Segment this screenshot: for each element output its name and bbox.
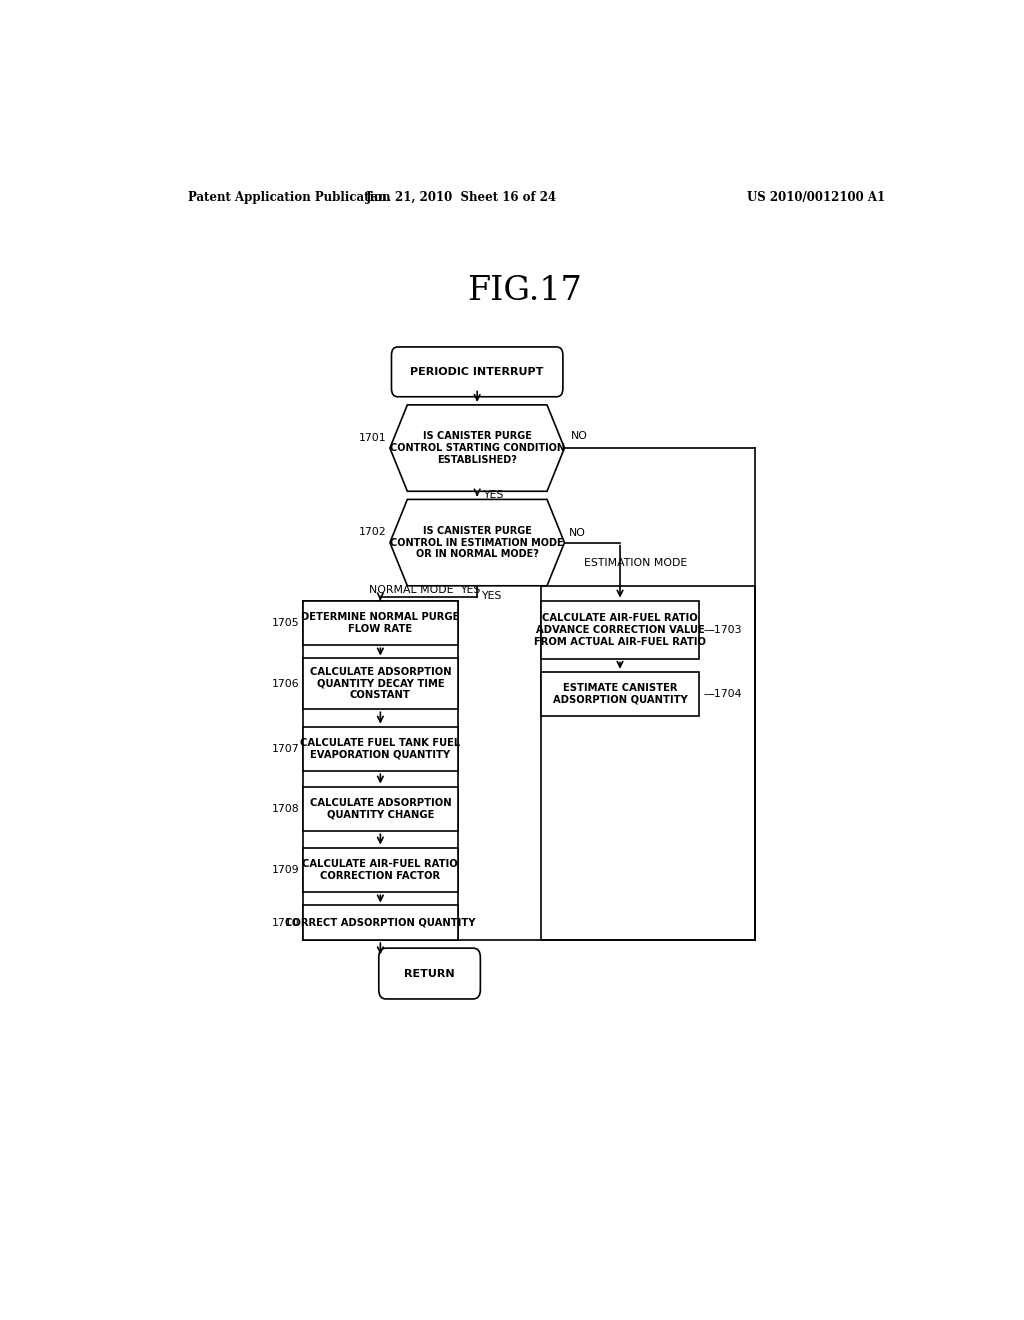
Text: Patent Application Publication: Patent Application Publication <box>187 190 390 203</box>
Text: RETURN: RETURN <box>404 969 455 978</box>
Text: YES: YES <box>460 586 480 595</box>
Text: —1703: —1703 <box>703 624 741 635</box>
Text: 1705: 1705 <box>271 618 299 628</box>
Bar <box>303 659 458 709</box>
Text: 1709: 1709 <box>271 865 299 875</box>
Text: CALCULATE FUEL TANK FUEL
EVAPORATION QUANTITY: CALCULATE FUEL TANK FUEL EVAPORATION QUA… <box>300 738 461 760</box>
Polygon shape <box>390 405 564 491</box>
Text: 1702: 1702 <box>358 528 386 537</box>
Text: CORRECT ADSORPTION QUANTITY: CORRECT ADSORPTION QUANTITY <box>285 917 475 928</box>
Text: —1704: —1704 <box>703 689 741 700</box>
FancyBboxPatch shape <box>379 948 480 999</box>
Text: CALCULATE AIR-FUEL RATIO
CORRECTION FACTOR: CALCULATE AIR-FUEL RATIO CORRECTION FACT… <box>302 859 458 880</box>
Text: 1706: 1706 <box>271 678 299 689</box>
Text: 1707: 1707 <box>271 744 299 754</box>
Text: CALCULATE ADSORPTION
QUANTITY DECAY TIME
CONSTANT: CALCULATE ADSORPTION QUANTITY DECAY TIME… <box>309 668 452 701</box>
Text: ESTIMATION MODE: ESTIMATION MODE <box>585 558 687 568</box>
Text: YES: YES <box>483 490 504 500</box>
Bar <box>303 906 458 940</box>
Text: 1708: 1708 <box>271 804 299 814</box>
Bar <box>541 601 699 660</box>
Text: PERIODIC INTERRUPT: PERIODIC INTERRUPT <box>411 367 544 376</box>
FancyBboxPatch shape <box>391 347 563 397</box>
Text: ESTIMATE CANISTER
ADSORPTION QUANTITY: ESTIMATE CANISTER ADSORPTION QUANTITY <box>553 684 687 705</box>
Text: US 2010/0012100 A1: US 2010/0012100 A1 <box>748 190 885 203</box>
Text: IS CANISTER PURGE
CONTROL IN ESTIMATION MODE
OR IN NORMAL MODE?: IS CANISTER PURGE CONTROL IN ESTIMATION … <box>390 525 564 560</box>
Bar <box>303 787 458 832</box>
Text: 1710: 1710 <box>271 917 299 928</box>
Text: NO: NO <box>568 528 586 537</box>
Text: CALCULATE ADSORPTION
QUANTITY CHANGE: CALCULATE ADSORPTION QUANTITY CHANGE <box>309 799 452 820</box>
Text: Jan. 21, 2010  Sheet 16 of 24: Jan. 21, 2010 Sheet 16 of 24 <box>366 190 557 203</box>
Text: NO: NO <box>570 430 588 441</box>
Text: YES: YES <box>481 591 502 601</box>
Polygon shape <box>390 499 564 586</box>
Bar <box>541 586 755 940</box>
Bar <box>303 726 458 771</box>
Text: IS CANISTER PURGE
CONTROL STARTING CONDITION
ESTABLISHED?: IS CANISTER PURGE CONTROL STARTING CONDI… <box>390 432 564 465</box>
Text: 1701: 1701 <box>358 433 386 444</box>
Bar <box>541 672 699 717</box>
Text: CALCULATE AIR-FUEL RATIO
ADVANCE CORRECTION VALUE
FROM ACTUAL AIR-FUEL RATIO: CALCULATE AIR-FUEL RATIO ADVANCE CORRECT… <box>535 614 706 647</box>
Text: NORMAL MODE: NORMAL MODE <box>370 586 454 595</box>
Text: DETERMINE NORMAL PURGE
FLOW RATE: DETERMINE NORMAL PURGE FLOW RATE <box>301 612 460 634</box>
Text: FIG.17: FIG.17 <box>467 275 583 306</box>
Bar <box>303 601 458 645</box>
Bar <box>303 847 458 892</box>
